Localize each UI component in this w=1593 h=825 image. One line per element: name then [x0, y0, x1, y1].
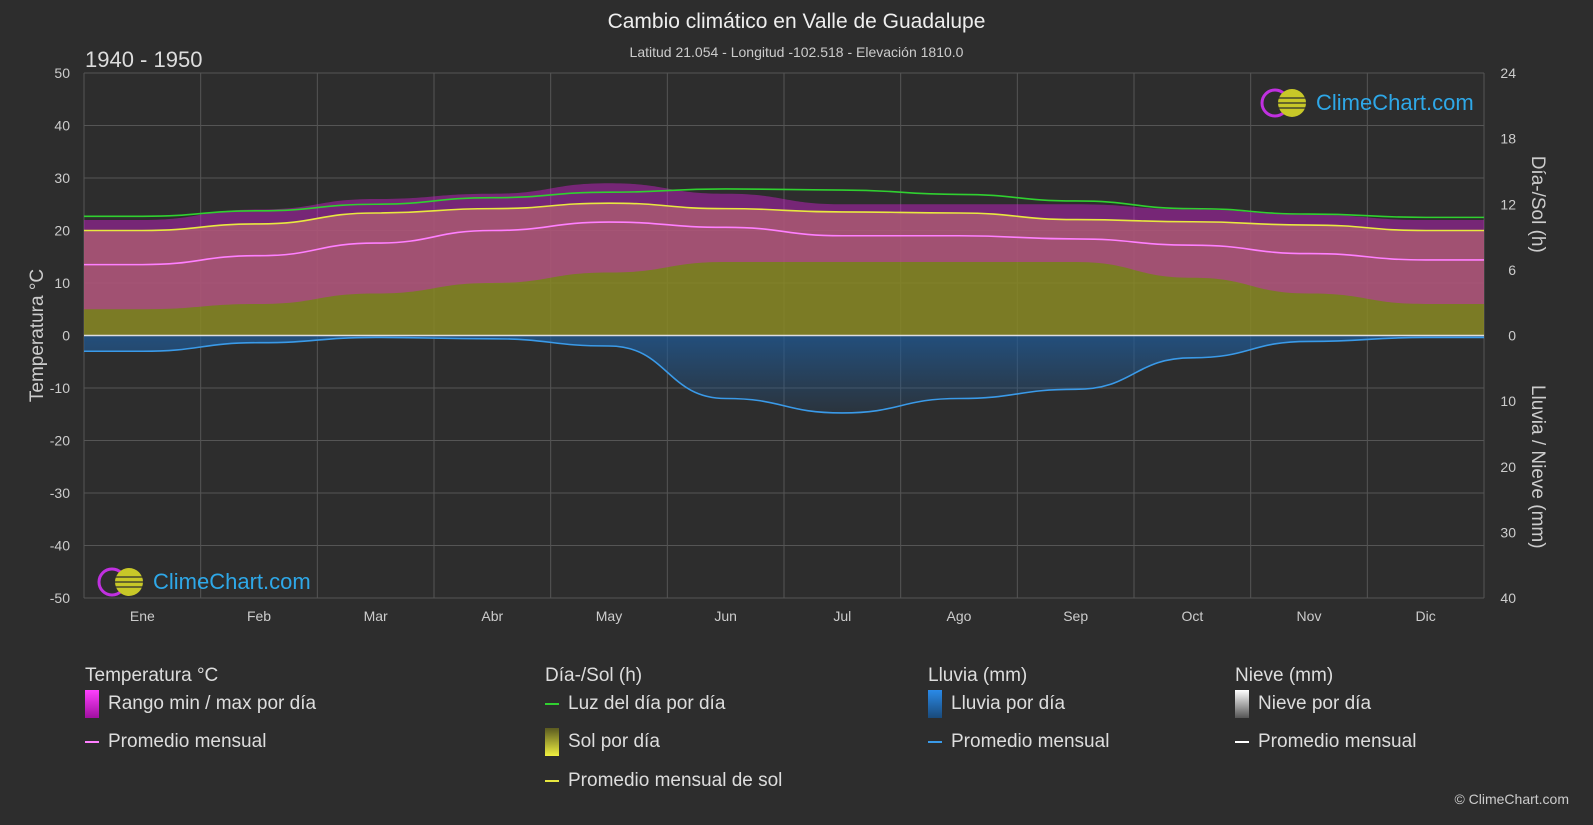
logo-text: ClimeChart.com — [1316, 90, 1474, 115]
legend-temp-avg: Promedio mensual — [85, 731, 266, 753]
legend-rain-avg: Promedio mensual — [928, 731, 1109, 753]
legend-sunshine: Sol por día — [545, 728, 660, 756]
legend-rain-avg-label: Promedio mensual — [951, 731, 1110, 752]
legend-snow-day: Nieve por día — [1235, 690, 1371, 718]
logo-icon — [1260, 88, 1306, 118]
month-label: Jun — [714, 608, 737, 624]
legend-rain-day: Lluvia por día — [928, 690, 1065, 718]
left-tick-label: -20 — [50, 433, 70, 449]
logo-top[interactable]: ClimeChart.com — [1258, 86, 1474, 120]
daylight-line — [84, 188, 1484, 219]
logo-icon — [97, 567, 143, 597]
left-tick-label: 0 — [62, 328, 70, 344]
legend-rain-day-label: Lluvia por día — [951, 693, 1066, 714]
left-tick-label: -10 — [50, 380, 70, 396]
legend-sunshine-label: Sol por día — [568, 731, 660, 752]
month-label: Ene — [130, 608, 155, 624]
left-tick-label: -40 — [50, 538, 70, 554]
right-tick-label-mm: 30 — [1500, 524, 1516, 540]
legend-sunshine-avg: Promedio mensual de sol — [545, 770, 782, 792]
left-tick-label: 20 — [54, 223, 70, 239]
legend-rain-title: Lluvia (mm) — [928, 665, 1028, 686]
month-label: Abr — [481, 608, 503, 624]
legend-daylight-label: Luz del día por día — [568, 693, 726, 714]
left-tick-label: 30 — [54, 170, 70, 186]
logo-bottom[interactable]: ClimeChart.com — [95, 565, 311, 599]
snow-avg-swatch — [1235, 741, 1249, 743]
period-label: 1940 - 1950 — [85, 47, 203, 72]
right-tick-label-hours: 6 — [1508, 262, 1516, 278]
month-label: Dic — [1416, 608, 1436, 624]
month-label: Feb — [247, 608, 271, 624]
right-tick-label-mm: 40 — [1500, 590, 1516, 606]
rain-avg-line — [84, 336, 1484, 414]
legend-sunshine-avg-label: Promedio mensual de sol — [568, 770, 783, 791]
daylight-swatch — [545, 703, 559, 705]
legend-snow-day-label: Nieve por día — [1258, 693, 1372, 714]
right-axis-title-mm: Lluvia / Nieve (mm) — [1527, 385, 1548, 549]
left-tick-label: 40 — [54, 118, 70, 134]
left-tick-label: -50 — [50, 590, 70, 606]
logo-text: ClimeChart.com — [153, 569, 311, 594]
right-tick-label-hours: 18 — [1500, 131, 1516, 147]
chart-title: Cambio climático en Valle de Guadalupe — [607, 10, 986, 33]
right-tick-label-mm: 20 — [1500, 459, 1516, 475]
temp-avg-line — [83, 221, 1484, 266]
legend-daysun-title: Día-/Sol (h) — [545, 665, 643, 686]
temp-range-area — [84, 183, 1484, 310]
month-label: May — [596, 608, 622, 624]
sunshine-avg-swatch — [545, 780, 559, 782]
temp-avg-swatch — [85, 741, 99, 743]
sunshine-avg-line — [84, 202, 1484, 232]
month-label: Jul — [833, 608, 851, 624]
right-tick-label-mm: 10 — [1500, 393, 1516, 409]
month-label: Oct — [1181, 608, 1203, 624]
left-tick-label: 50 — [54, 65, 70, 81]
left-axis-title: Temperatura °C — [27, 269, 48, 402]
legend-temperature-title: Temperatura °C — [85, 665, 219, 686]
legend-temp-range: Rango min / max por día — [85, 690, 316, 718]
legend-snow-avg-label: Promedio mensual — [1258, 731, 1417, 752]
chart-subtitle: Latitud 21.054 - Longitud -102.518 - Ele… — [629, 44, 964, 60]
month-label: Mar — [364, 608, 388, 624]
sunshine-swatch — [545, 728, 559, 756]
legend-snow-title: Nieve (mm) — [1235, 665, 1334, 686]
left-tick-label: -30 — [50, 485, 70, 501]
right-axis-title-hours: Día-/Sol (h) — [1527, 156, 1548, 253]
legend-snow-avg: Promedio mensual — [1235, 731, 1416, 753]
rain-area — [84, 335, 1484, 413]
copyright: © ClimeChart.com — [1454, 791, 1569, 807]
snow-swatch — [1235, 690, 1249, 718]
right-tick-label-hours: 24 — [1500, 65, 1516, 81]
rain-swatch — [928, 690, 942, 718]
legend-temp-avg-label: Promedio mensual — [108, 731, 267, 752]
right-tick-label-hours: 12 — [1500, 196, 1516, 212]
month-label: Ago — [947, 608, 972, 624]
temp-range-swatch — [85, 690, 99, 718]
rain-avg-swatch — [928, 741, 942, 743]
month-label: Nov — [1297, 608, 1322, 624]
month-label: Sep — [1063, 608, 1088, 624]
right-tick-label-hours: 0 — [1508, 328, 1516, 344]
legend-temp-range-label: Rango min / max por día — [108, 693, 317, 714]
left-tick-label: 10 — [54, 275, 70, 291]
legend-daylight: Luz del día por día — [545, 693, 725, 715]
